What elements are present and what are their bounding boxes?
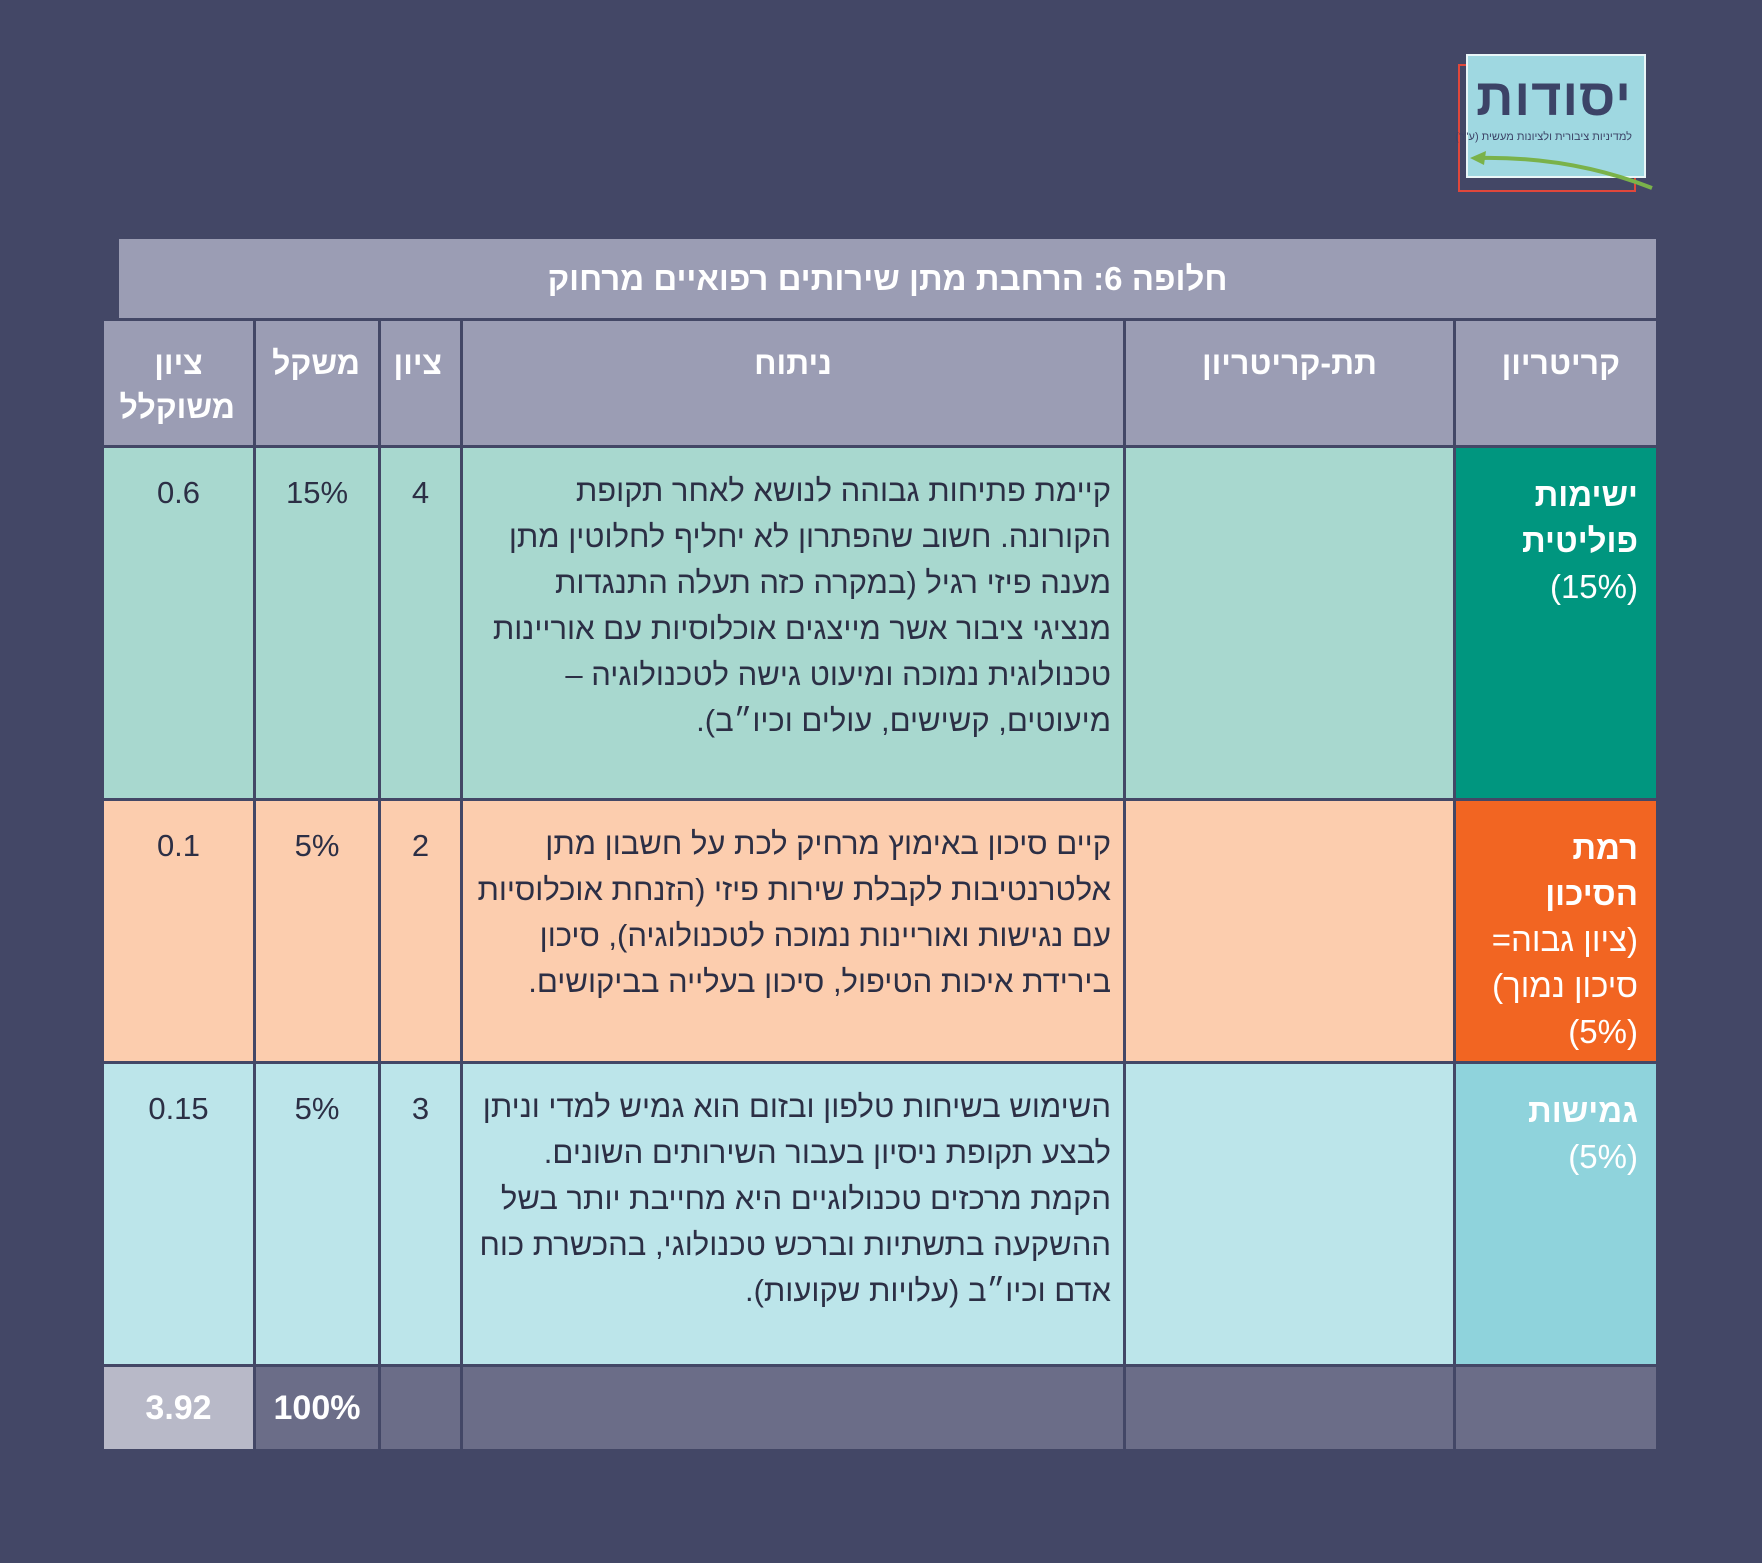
criterion-percent: (5%): [1568, 1138, 1638, 1175]
weight-cell: 5%: [256, 1064, 378, 1364]
criterion-percent: (5%): [1568, 1013, 1638, 1050]
weighted-score-cell: 0.6: [104, 448, 253, 798]
logo-subtitle: למדיניות ציבורית ולציונות מעשית (ע"ר): [1455, 131, 1632, 143]
sub-criterion-cell: [1126, 801, 1453, 1061]
criterion-label-line: הסיכון: [1545, 875, 1638, 912]
analysis-cell: קיים סיכון באימוץ מרחיק לכת על חשבון מתן…: [463, 801, 1123, 1061]
logo: יסודות למדיניות ציבורית ולציונות מעשית (…: [1420, 50, 1660, 200]
header-weight: משקל: [256, 321, 378, 445]
header-score: ציון: [381, 321, 460, 445]
criterion-label-line: ישימות: [1534, 476, 1638, 513]
header-criterion: קריטריון: [1456, 321, 1656, 445]
logo-title: יסודות: [1476, 69, 1632, 127]
criterion-note-line: סיכון נמוך): [1492, 967, 1638, 1004]
total-analysis-cell: [463, 1367, 1123, 1449]
analysis-cell: השימוש בשיחות טלפון ובזום הוא גמיש למדי …: [463, 1064, 1123, 1364]
sub-criterion-cell: [1126, 1064, 1453, 1364]
analysis-cell: קיימת פתיחות גבוהה לנושא לאחר תקופת הקור…: [463, 448, 1123, 798]
criterion-label-line: רמת: [1572, 829, 1638, 866]
total-sub-criterion-cell: [1126, 1367, 1453, 1449]
header-weighted-score-line2: משוקלל: [119, 389, 235, 425]
table-title: חלופה 6: הרחבת מתן שירותים רפואיים מרחוק: [119, 239, 1656, 318]
weighted-score-cell: 0.1: [104, 801, 253, 1061]
criterion-flexibility: גמישות (5%): [1456, 1064, 1656, 1364]
total-weighted-score-cell: 3.92: [104, 1367, 253, 1449]
header-sub-criterion: תת-קריטריון: [1126, 321, 1453, 445]
weight-cell: 5%: [256, 801, 378, 1061]
criterion-political-feasibility: ישימות פוליטית (15%): [1456, 448, 1656, 798]
criterion-percent: (15%): [1549, 568, 1638, 605]
criterion-label-line: גמישות: [1528, 1092, 1638, 1129]
total-score-cell: [381, 1367, 460, 1449]
score-cell: 4: [381, 448, 460, 798]
sub-criterion-cell: [1126, 448, 1453, 798]
logo-arrow-icon: [1470, 151, 1653, 190]
total-weight-cell: 100%: [256, 1367, 378, 1449]
header-weighted-score-line1: ציון: [154, 345, 203, 381]
header-analysis: ניתוח: [463, 321, 1123, 445]
score-cell: 2: [381, 801, 460, 1061]
weighted-score-cell: 0.15: [104, 1064, 253, 1364]
evaluation-table: חלופה 6: הרחבת מתן שירותים רפואיים מרחוק…: [104, 239, 1656, 1449]
weight-cell: 15%: [256, 448, 378, 798]
table-grid: קריטריון תת-קריטריון ניתוח ציון משקל ציו…: [104, 321, 1656, 1449]
total-criterion-cell: [1456, 1367, 1656, 1449]
criterion-risk-level: רמת הסיכון (ציון גבוה= סיכון נמוך) (5%): [1456, 801, 1656, 1061]
criterion-label-line: פוליטית: [1522, 522, 1638, 559]
score-cell: 3: [381, 1064, 460, 1364]
criterion-note-line: (ציון גבוה=: [1491, 921, 1638, 958]
header-weighted-score: ציון משוקלל: [104, 321, 253, 445]
